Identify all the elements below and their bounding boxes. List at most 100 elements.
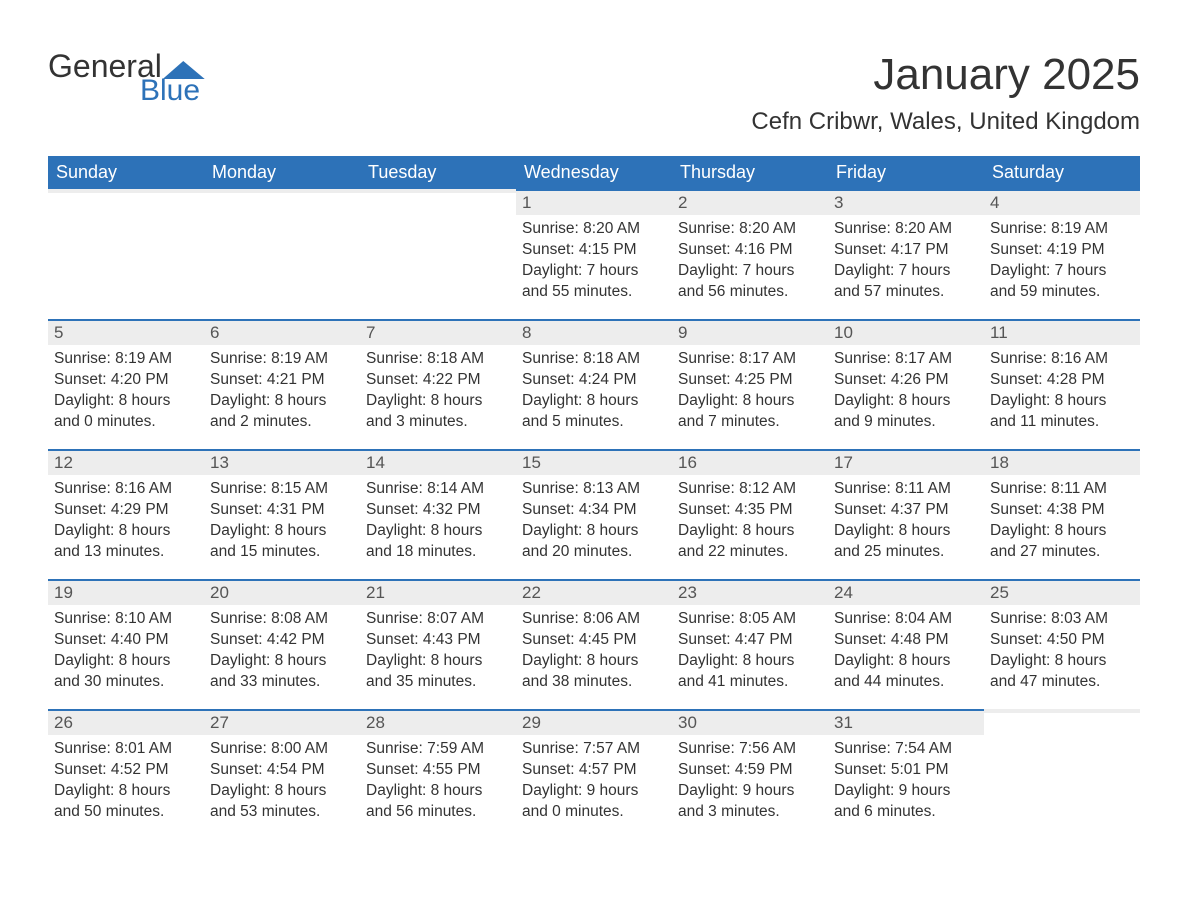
daylight-line1-label: Daylight: <box>990 392 1055 409</box>
daylight-line2: and 0 minutes. <box>522 802 666 823</box>
daylight-line1-label: Daylight: <box>990 262 1055 279</box>
daylight-line2: and 53 minutes. <box>210 802 354 823</box>
sunset-line-label: Sunset: <box>834 761 891 778</box>
day-body: Sunrise: 8:19 AMSunset: 4:19 PMDaylight:… <box>984 215 1140 309</box>
sunrise-line-value: 8:08 AM <box>271 610 328 627</box>
sunset-line-label: Sunset: <box>210 761 267 778</box>
day-body: Sunrise: 8:04 AMSunset: 4:48 PMDaylight:… <box>828 605 984 699</box>
daylight-line1: Daylight: 8 hours <box>834 391 978 412</box>
sunrise-line-value: 8:19 AM <box>115 350 172 367</box>
sunrise-line: Sunrise: 7:59 AM <box>366 739 510 760</box>
calendar-head: SundayMondayTuesdayWednesdayThursdayFrid… <box>48 156 1140 189</box>
day-body: Sunrise: 8:17 AMSunset: 4:26 PMDaylight:… <box>828 345 984 439</box>
sunrise-line-label: Sunrise: <box>210 350 271 367</box>
sunrise-line-value: 8:00 AM <box>271 740 328 757</box>
sunset-line-label: Sunset: <box>834 371 891 388</box>
sunset-line: Sunset: 4:32 PM <box>366 500 510 521</box>
calendar-cell: 19Sunrise: 8:10 AMSunset: 4:40 PMDayligh… <box>48 579 204 709</box>
day-number: 4 <box>984 189 1140 215</box>
daylight-line1: Daylight: 8 hours <box>210 521 354 542</box>
daylight-line2: and 56 minutes. <box>678 282 822 303</box>
day-body: Sunrise: 8:17 AMSunset: 4:25 PMDaylight:… <box>672 345 828 439</box>
sunset-line-value: 4:19 PM <box>1047 241 1105 258</box>
sunset-line-value: 4:21 PM <box>267 371 325 388</box>
daylight-line1-value: 8 hours <box>587 652 639 669</box>
sunrise-line: Sunrise: 8:14 AM <box>366 479 510 500</box>
sunrise-line-label: Sunrise: <box>834 480 895 497</box>
day-number: 22 <box>516 579 672 605</box>
weekday-header: Friday <box>828 156 984 189</box>
sunrise-line-value: 8:18 AM <box>583 350 640 367</box>
daylight-line1-value: 8 hours <box>119 652 171 669</box>
sunrise-line-label: Sunrise: <box>990 480 1051 497</box>
daylight-line1: Daylight: 7 hours <box>990 261 1134 282</box>
daylight-line2: and 5 minutes. <box>522 412 666 433</box>
calendar-cell <box>204 189 360 319</box>
calendar-cell: 18Sunrise: 8:11 AMSunset: 4:38 PMDayligh… <box>984 449 1140 579</box>
calendar-cell: 13Sunrise: 8:15 AMSunset: 4:31 PMDayligh… <box>204 449 360 579</box>
sunset-line: Sunset: 4:22 PM <box>366 370 510 391</box>
calendar-week: 26Sunrise: 8:01 AMSunset: 4:52 PMDayligh… <box>48 709 1140 839</box>
sunrise-line-value: 8:14 AM <box>427 480 484 497</box>
sunset-line: Sunset: 4:47 PM <box>678 630 822 651</box>
sunset-line: Sunset: 4:45 PM <box>522 630 666 651</box>
daylight-line2: and 27 minutes. <box>990 542 1134 563</box>
daylight-line2: and 20 minutes. <box>522 542 666 563</box>
daylight-line1: Daylight: 8 hours <box>366 651 510 672</box>
day-number: 13 <box>204 449 360 475</box>
day-body: Sunrise: 8:20 AMSunset: 4:16 PMDaylight:… <box>672 215 828 309</box>
daylight-line1-value: 8 hours <box>587 522 639 539</box>
calendar-cell: 6Sunrise: 8:19 AMSunset: 4:21 PMDaylight… <box>204 319 360 449</box>
sunrise-line: Sunrise: 8:15 AM <box>210 479 354 500</box>
calendar-week: 12Sunrise: 8:16 AMSunset: 4:29 PMDayligh… <box>48 449 1140 579</box>
daylight-line1-value: 7 hours <box>899 262 951 279</box>
sunrise-line-value: 8:11 AM <box>895 480 951 497</box>
day-body: Sunrise: 8:16 AMSunset: 4:28 PMDaylight:… <box>984 345 1140 439</box>
sunset-line-label: Sunset: <box>834 501 891 518</box>
sunrise-line-label: Sunrise: <box>990 220 1051 237</box>
sunset-line-label: Sunset: <box>990 371 1047 388</box>
calendar-cell: 24Sunrise: 8:04 AMSunset: 4:48 PMDayligh… <box>828 579 984 709</box>
daylight-line1-label: Daylight: <box>522 652 587 669</box>
daylight-line1-label: Daylight: <box>366 782 431 799</box>
sunrise-line: Sunrise: 8:20 AM <box>522 219 666 240</box>
calendar-cell: 21Sunrise: 8:07 AMSunset: 4:43 PMDayligh… <box>360 579 516 709</box>
daylight-line2: and 57 minutes. <box>834 282 978 303</box>
day-body: Sunrise: 8:20 AMSunset: 4:15 PMDaylight:… <box>516 215 672 309</box>
sunrise-line-value: 8:04 AM <box>895 610 952 627</box>
calendar-cell <box>984 709 1140 839</box>
sunrise-line-value: 8:19 AM <box>271 350 328 367</box>
day-number: 10 <box>828 319 984 345</box>
sunset-line: Sunset: 4:29 PM <box>54 500 198 521</box>
daylight-line2: and 41 minutes. <box>678 672 822 693</box>
sunset-line-label: Sunset: <box>366 631 423 648</box>
daylight-line2: and 9 minutes. <box>834 412 978 433</box>
calendar-cell: 15Sunrise: 8:13 AMSunset: 4:34 PMDayligh… <box>516 449 672 579</box>
daylight-line1: Daylight: 8 hours <box>990 651 1134 672</box>
day-body: Sunrise: 8:19 AMSunset: 4:21 PMDaylight:… <box>204 345 360 439</box>
sunrise-line-label: Sunrise: <box>834 350 895 367</box>
sunset-line: Sunset: 4:19 PM <box>990 240 1134 261</box>
daylight-line1-label: Daylight: <box>834 392 899 409</box>
sunrise-line-value: 7:59 AM <box>427 740 484 757</box>
sunset-line-value: 4:47 PM <box>735 631 793 648</box>
sunrise-line-value: 8:20 AM <box>739 220 796 237</box>
sunrise-line-label: Sunrise: <box>210 740 271 757</box>
weekday-header: Sunday <box>48 156 204 189</box>
daylight-line2: and 18 minutes. <box>366 542 510 563</box>
sunset-line-value: 4:26 PM <box>891 371 949 388</box>
sunset-line-label: Sunset: <box>678 501 735 518</box>
sunset-line: Sunset: 4:57 PM <box>522 760 666 781</box>
sunrise-line-label: Sunrise: <box>678 220 739 237</box>
daylight-line1: Daylight: 8 hours <box>522 521 666 542</box>
day-body: Sunrise: 8:15 AMSunset: 4:31 PMDaylight:… <box>204 475 360 569</box>
calendar-cell: 1Sunrise: 8:20 AMSunset: 4:15 PMDaylight… <box>516 189 672 319</box>
day-body: Sunrise: 8:01 AMSunset: 4:52 PMDaylight:… <box>48 735 204 829</box>
daylight-line1-value: 8 hours <box>431 652 483 669</box>
sunrise-line: Sunrise: 8:18 AM <box>522 349 666 370</box>
daylight-line1: Daylight: 8 hours <box>990 521 1134 542</box>
sunrise-line-value: 8:05 AM <box>739 610 796 627</box>
daylight-line1-value: 8 hours <box>431 392 483 409</box>
day-number: 6 <box>204 319 360 345</box>
sunset-line-label: Sunset: <box>678 761 735 778</box>
